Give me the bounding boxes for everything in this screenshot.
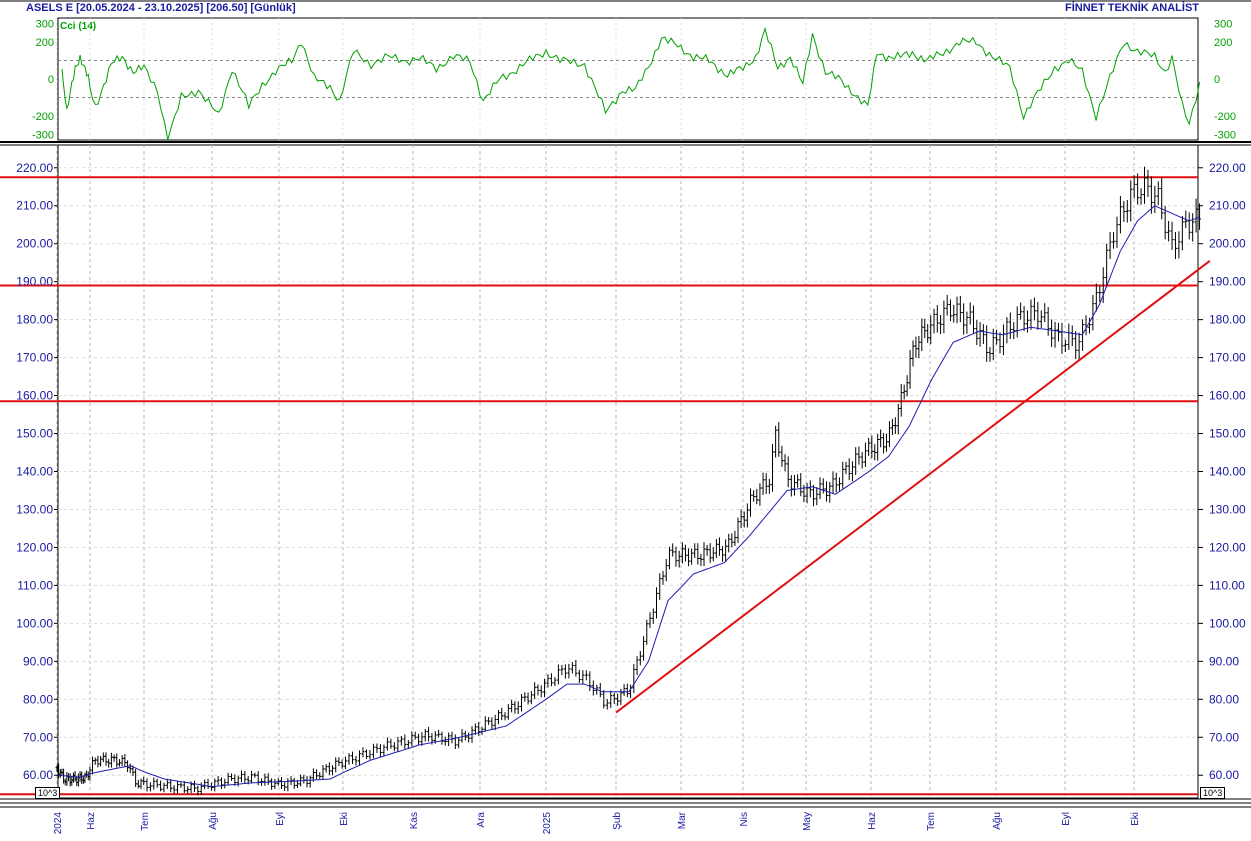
grid-lines <box>56 18 1198 798</box>
x-tick-label: Tem <box>140 812 151 831</box>
price-bars <box>55 166 1202 796</box>
y-tick-label-left: 60.00 <box>23 768 53 782</box>
y-tick-label-right: 160.00 <box>1209 389 1246 403</box>
x-axis-labels: 2024 Haz Tem Ağu Eyl Eki Kas Ara 2025 Şub Mar Nis Ma… <box>53 811 1141 834</box>
y-tick-label-left: 70.00 <box>23 730 53 744</box>
cci-tick-right: -300 <box>1214 129 1236 141</box>
cci-tick-left: -200 <box>32 111 54 123</box>
cci-panel-frame <box>57 17 1199 141</box>
x-tick-label: May <box>802 812 813 831</box>
x-tick-label: Nis <box>739 812 750 826</box>
y-tick-label-left: 210.00 <box>16 199 53 213</box>
x-tick-label: Kas <box>409 812 420 829</box>
y-tick-label-right: 180.00 <box>1209 313 1246 327</box>
y-tick-label-right: 120.00 <box>1209 540 1246 554</box>
cci-tick-right: 200 <box>1214 37 1232 49</box>
y-tick-label-right: 100.00 <box>1209 616 1246 630</box>
cci-tick-right: 300 <box>1214 19 1232 31</box>
y-tick-label-left: 90.00 <box>23 654 53 668</box>
y-tick-label-left: 110.00 <box>17 578 53 592</box>
y-tick-label-left: 200.00 <box>16 237 53 251</box>
y-tick-label-right: 60.00 <box>1209 768 1239 782</box>
y-tick-label-right: 220.00 <box>1209 161 1246 175</box>
y-tick-label-right: 110.00 <box>1209 578 1245 592</box>
y-tick-label-left: 140.00 <box>16 465 53 479</box>
x-tick-label: Tem <box>926 812 937 831</box>
x-tick-label: Ara <box>476 812 487 828</box>
y-tick-label-right: 90.00 <box>1209 654 1239 668</box>
cci-legend-label: Cci (14) <box>60 21 97 32</box>
y-tick-label-right: 130.00 <box>1209 502 1246 516</box>
chart-title: ASELS E [20.05.2024 - 23.10.2025] [206.5… <box>26 2 296 14</box>
y-tick-label-right: 210.00 <box>1209 199 1246 213</box>
y-tick-label-left: 170.00 <box>16 351 53 365</box>
y-tick-label-left: 190.00 <box>16 275 53 289</box>
x-tick-label: Mar <box>677 811 688 829</box>
y-tick-label-left: 80.00 <box>23 692 53 706</box>
trendline <box>615 259 1211 714</box>
cci-tick-right: 0 <box>1214 74 1220 86</box>
cci-tick-left: 300 <box>36 19 54 31</box>
uptrend-line <box>615 259 1211 714</box>
y-tick-label-right: 190.00 <box>1209 275 1246 289</box>
unit-label-left: 10^3 <box>35 787 61 799</box>
y-tick-label-left: 130.00 <box>16 502 53 516</box>
y-tick-label-right: 140.00 <box>1209 465 1246 479</box>
y-tick-label-left: 120.00 <box>16 540 53 554</box>
x-tick-label: Eyl <box>1061 812 1072 826</box>
provider-label: FİNNET TEKNİK ANALİST <box>1064 2 1199 14</box>
x-tick-label: Eyl <box>275 812 286 826</box>
x-tick-label: 2025 <box>542 812 553 835</box>
y-tick-label-right: 80.00 <box>1209 692 1239 706</box>
x-tick-label: Haz <box>867 812 878 830</box>
x-tick-label: Ağu <box>992 812 1003 830</box>
x-tick-label: Şub <box>612 812 623 830</box>
x-tick-label: Eki <box>339 812 350 826</box>
x-tick-label: Haz <box>86 812 97 830</box>
y-tick-label-left: 150.00 <box>16 427 53 441</box>
y-tick-label-right: 200.00 <box>1209 237 1246 251</box>
x-tick-label: Eki <box>1130 812 1141 826</box>
cci-tick-left: 0 <box>48 74 54 86</box>
y-tick-label-left: 100.00 <box>16 616 53 630</box>
cci-tick-left: 200 <box>36 37 54 49</box>
unit-label-right: 10^3 <box>1200 787 1226 799</box>
cci-indicator: 300 300 200 200 0 0 -200 -200 -300 -300 <box>32 19 1236 142</box>
moving-average <box>56 205 1200 788</box>
y-tick-label-right: 150.00 <box>1209 427 1246 441</box>
support-resistance-lines <box>0 176 1198 796</box>
y-tick-label-right: 170.00 <box>1209 351 1246 365</box>
cci-tick-right: -200 <box>1214 111 1236 123</box>
x-tick-label: 2024 <box>53 812 64 835</box>
moving-average-line <box>56 205 1200 788</box>
y-tick-label-left: 220.00 <box>16 161 53 175</box>
cci-tick-left: -300 <box>32 129 54 141</box>
x-tick-label: Ağu <box>208 812 219 830</box>
cci-line <box>61 26 1201 141</box>
y-tick-label-right: 70.00 <box>1209 730 1239 744</box>
y-tick-label-left: 160.00 <box>16 389 53 403</box>
y-tick-label-left: 180.00 <box>16 313 53 327</box>
y-axis-labels: 60.00 60.00 70.00 70.00 80.00 80.00 90.00 90.00… <box>16 161 1246 782</box>
